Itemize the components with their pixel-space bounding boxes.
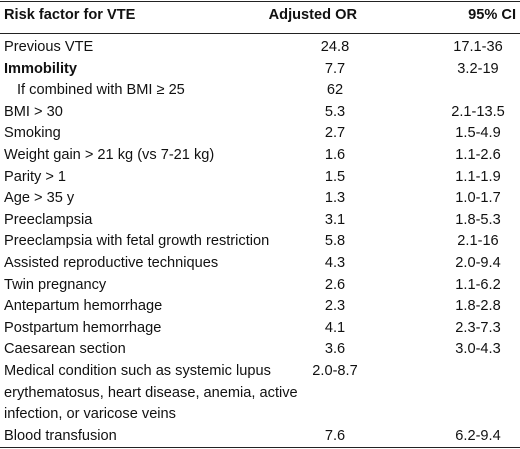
adjusted-or-cell: 2.3 [324, 298, 346, 315]
adjusted-or-cell: 7.6 [324, 427, 346, 444]
risk-factor-cell: Medical condition such as systemic lupus… [4, 362, 298, 423]
table-header: Risk factor for VTE Adjusted OR 95% CI [0, 5, 520, 29]
adjusted-or-cell: 1.5 [324, 168, 346, 185]
risk-factor-cell: Postpartum hemorrhage [4, 319, 162, 336]
risk-factor-cell: Previous VTE [4, 39, 94, 55]
table-row: BMI > 30 5.3 2.1-13.5 [0, 102, 520, 124]
adjusted-or-cell: 5.8 [324, 233, 346, 250]
table-row: Smoking 2.7 1.5-4.9 [0, 123, 520, 145]
ci-cell: 17.1-36 [453, 39, 503, 55]
adjusted-or-cell: 2.6 [324, 276, 346, 293]
adjusted-or-cell: 2.0-8.7 [312, 362, 358, 379]
table-row: Immobility 7.7 3.2-19 [0, 59, 520, 81]
adjusted-or-cell: 4.3 [324, 254, 346, 271]
risk-factor-cell: Antepartum hemorrhage [4, 298, 163, 315]
adjusted-or-cell: 24.8 [320, 39, 350, 55]
table-row: Caesarean section 3.6 3.0-4.3 [0, 339, 520, 361]
table-row: Previous VTE 24.8 17.1-36 [0, 37, 520, 59]
ci-cell: 1.1-2.6 [455, 146, 501, 163]
ci-cell: 1.1-6.2 [455, 276, 501, 293]
bottom-rule [0, 447, 520, 448]
table-row: Postpartum hemorrhage 4.1 2.3-7.3 [0, 318, 520, 340]
ci-cell: 2.1-13.5 [451, 103, 505, 120]
adjusted-or-cell: 3.1 [324, 211, 346, 228]
risk-factor-cell: Assisted reproductive techniques [4, 254, 219, 271]
header-rule [0, 33, 520, 34]
table-row: Twin pregnancy 2.6 1.1-6.2 [0, 275, 520, 297]
top-rule [0, 1, 520, 2]
risk-factor-cell: Preeclampsia with fetal growth restricti… [4, 233, 270, 250]
risk-factor-cell: If combined with BMI ≥ 25 [17, 82, 185, 99]
risk-factor-cell: Smoking [4, 125, 61, 142]
risk-factor-cell: Age > 35 y [4, 190, 75, 207]
ci-cell: 1.0-1.7 [455, 190, 501, 207]
risk-factor-cell: Caesarean section [4, 341, 126, 358]
table-row: Blood transfusion 7.6 6.2-9.4 [0, 426, 520, 448]
header-adjusted-or: Adjusted OR [268, 7, 357, 23]
ci-cell: 1.1-1.9 [455, 168, 501, 185]
ci-cell: 3.2-19 [457, 60, 499, 77]
ci-cell: 1.8-5.3 [455, 211, 501, 228]
table-row: Preeclampsia 3.1 1.8-5.3 [0, 210, 520, 232]
ci-cell: 2.1-16 [457, 233, 499, 250]
ci-cell: 1.5-4.9 [455, 125, 501, 142]
table-row: Assisted reproductive techniques 4.3 2.0-9… [0, 253, 520, 275]
header-risk-factor: Risk factor for VTE [4, 7, 136, 23]
ci-cell: 2.3-7.3 [455, 319, 501, 336]
table-row: Antepartum hemorrhage 2.3 1.8-2.8 [0, 296, 520, 318]
adjusted-or-cell: 5.3 [324, 103, 346, 120]
adjusted-or-cell: 2.7 [324, 125, 346, 142]
adjusted-or-cell: 1.6 [324, 146, 346, 163]
risk-factor-cell: Weight gain > 21 kg (vs 7-21 kg) [4, 146, 215, 163]
ci-cell: 6.2-9.4 [455, 427, 501, 444]
risk-factor-cell: Twin pregnancy [4, 276, 107, 293]
adjusted-or-cell: 1.3 [324, 190, 346, 207]
adjusted-or-cell: 7.7 [324, 60, 346, 77]
adjusted-or-cell: 4.1 [324, 319, 346, 336]
adjusted-or-cell: 3.6 [324, 341, 346, 358]
table-row: If combined with BMI ≥ 25 62 [0, 80, 520, 102]
risk-factor-cell: Parity > 1 [4, 168, 67, 185]
risk-factor-cell: BMI > 30 [4, 103, 63, 120]
ci-cell: 2.0-9.4 [455, 254, 501, 271]
ci-cell: 3.0-4.3 [455, 341, 501, 358]
risk-factor-cell: Blood transfusion [4, 427, 117, 444]
ci-cell: 1.8-2.8 [455, 298, 501, 315]
table-body: Previous VTE 24.8 17.1-36 Immobility 7.7 3.2-… [0, 37, 520, 447]
table-row: Parity > 1 1.5 1.1-1.9 [0, 167, 520, 189]
header-95-ci: 95% CI [468, 7, 516, 23]
adjusted-or-cell: 62 [326, 82, 344, 99]
table-row: Weight gain > 21 kg (vs 7-21 kg) 1.6 1.1-2… [0, 145, 520, 167]
table-row: Age > 35 y 1.3 1.0-1.7 [0, 188, 520, 210]
risk-factor-cell: Immobility [4, 60, 77, 77]
risk-factor-cell: Preeclampsia [4, 211, 93, 228]
table-row: Medical condition such as systemic lupus… [0, 361, 520, 426]
table-row: Preeclampsia with fetal growth restricti… [0, 231, 520, 253]
